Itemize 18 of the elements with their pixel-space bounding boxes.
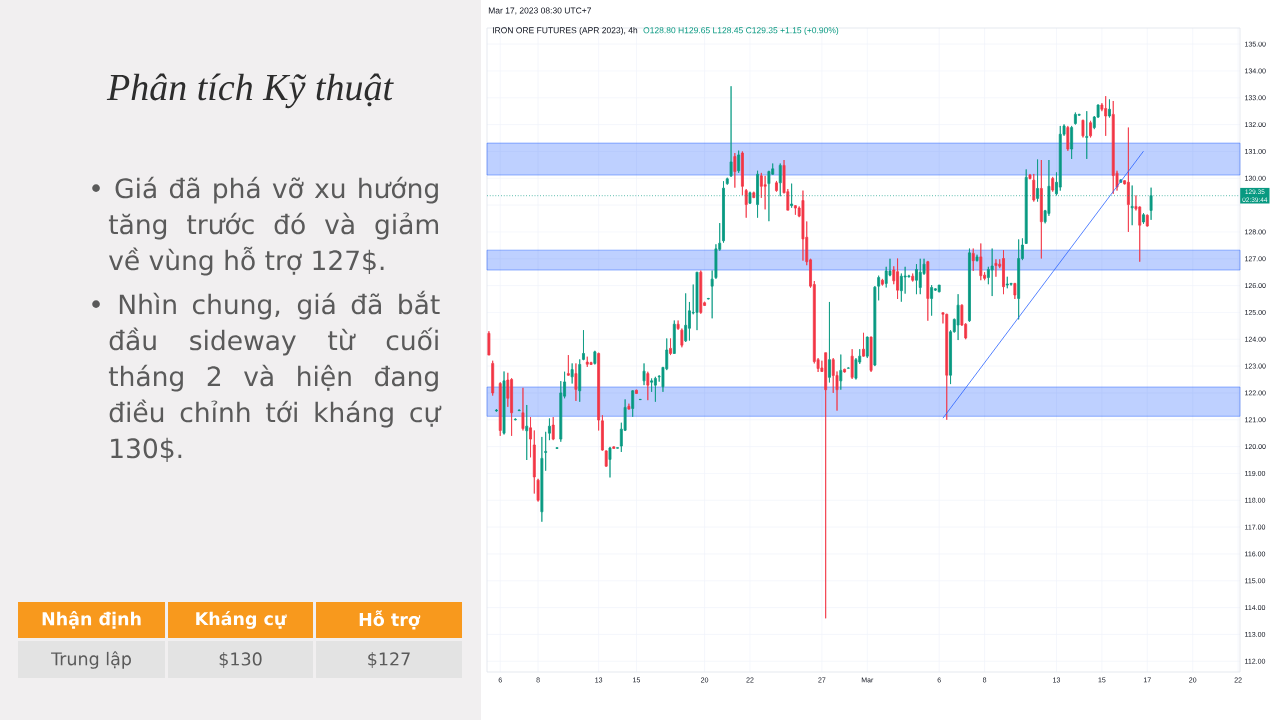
annotation: O128.80 H129.65 L128.45 C129.35 +1.15 (+0.90%) [643, 27, 839, 35]
text: $127 [368, 652, 410, 668]
annotation: IRON ORE FUTURES (APR 2023), 4h [492, 27, 638, 35]
text: Trung lập [51, 651, 131, 669]
text: Mar 17, 2023 08:30 UTC+7 [488, 7, 591, 15]
text: về vùng hỗ trợ 127$. [109, 246, 384, 276]
text: Phân tích Kỹ thuật [106, 73, 394, 109]
text: • Giá đã phá vỡ xu hướng [92, 176, 438, 204]
text: tăng trước đó và giảm [108, 212, 439, 240]
text: tháng 2 và hiện đang [108, 364, 438, 392]
text: Nhận định [42, 611, 141, 629]
text: 130$. [111, 437, 182, 462]
text: • Nhìn chung, giá đã bắt [92, 290, 440, 320]
text: điều chỉnh tới kháng cự [109, 399, 442, 428]
text: Hỗ trợ [359, 610, 421, 630]
text: $130 [219, 652, 262, 668]
text: Kháng cự [196, 611, 287, 629]
text: đầu sideway từ cuối [109, 327, 438, 356]
